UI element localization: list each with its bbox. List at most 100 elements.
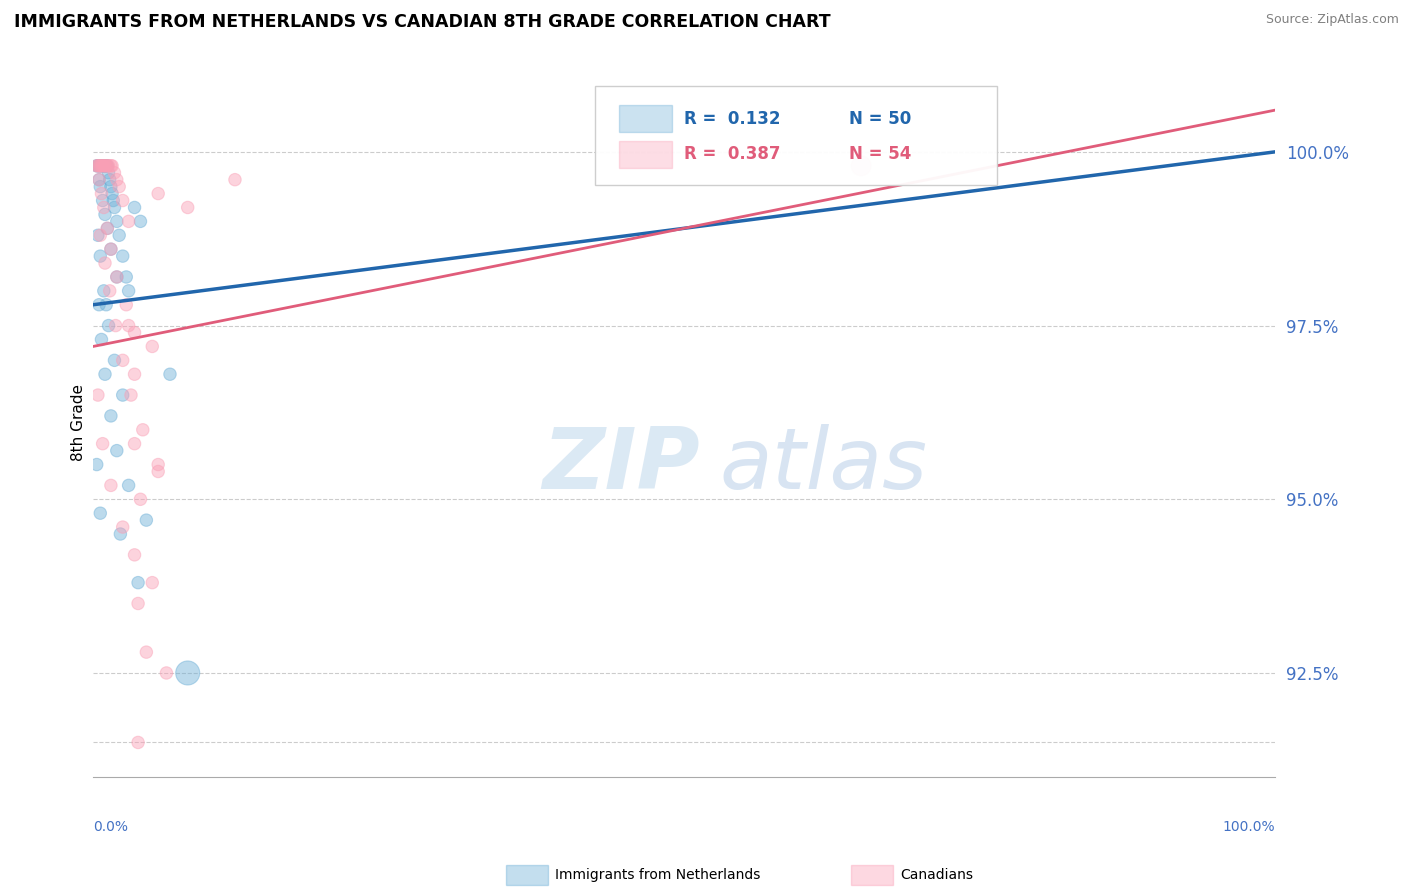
Point [91, 159, 114, 173]
Point [96, 221, 118, 235]
Point [89, 159, 111, 173]
Point [96, 159, 118, 173]
Point [117, 318, 139, 333]
Point [98, 284, 121, 298]
Point [100, 159, 122, 173]
Text: Source: ZipAtlas.com: Source: ZipAtlas.com [1265, 13, 1399, 27]
Point [89, 159, 111, 173]
Point [124, 201, 146, 215]
Point [115, 298, 138, 312]
Text: 0.0%: 0.0% [93, 820, 128, 834]
Point [93, 159, 115, 173]
Point [90, 186, 112, 201]
Point [111, 520, 134, 534]
Point [105, 269, 128, 284]
Point [96, 159, 118, 173]
Point [117, 214, 139, 228]
Point [224, 172, 246, 186]
Text: Immigrants from Netherlands: Immigrants from Netherlands [555, 868, 761, 882]
Point [159, 368, 181, 382]
Point [129, 492, 152, 507]
Point [851, 159, 873, 173]
Point [100, 242, 122, 256]
Point [87, 388, 110, 402]
Point [97, 318, 120, 333]
Point [135, 645, 157, 659]
Point [105, 214, 128, 228]
Point [100, 409, 122, 423]
Point [96, 298, 118, 312]
Point [87, 172, 110, 186]
Point [89, 228, 111, 243]
FancyBboxPatch shape [595, 87, 997, 186]
Point [87, 159, 110, 173]
Point [111, 249, 134, 263]
Point [141, 339, 163, 353]
Text: atlas: atlas [720, 424, 928, 507]
Point [87, 159, 110, 173]
Point [124, 368, 146, 382]
Point [117, 284, 139, 298]
Point [94, 159, 117, 173]
Point [91, 436, 114, 450]
Point [111, 194, 134, 208]
Point [111, 388, 134, 402]
Point [86, 159, 108, 173]
Point [110, 527, 132, 541]
Point [132, 423, 155, 437]
Text: 100.0%: 100.0% [1222, 820, 1275, 834]
Point [90, 333, 112, 347]
Text: R =  0.387: R = 0.387 [683, 145, 780, 163]
Point [120, 388, 142, 402]
Bar [619, 105, 672, 132]
Point [127, 575, 149, 590]
Point [94, 207, 117, 221]
Point [141, 575, 163, 590]
Point [91, 159, 114, 173]
Point [93, 159, 115, 173]
Point [90, 159, 112, 173]
Text: R =  0.132: R = 0.132 [683, 110, 780, 128]
Point [93, 284, 115, 298]
Point [93, 201, 115, 215]
Point [105, 443, 128, 458]
Point [135, 513, 157, 527]
Point [117, 478, 139, 492]
Bar [619, 141, 672, 168]
Point [96, 159, 118, 173]
Point [94, 159, 117, 173]
Point [89, 249, 111, 263]
Point [101, 186, 124, 201]
Point [105, 172, 128, 186]
Point [101, 159, 124, 173]
Point [124, 436, 146, 450]
Point [124, 548, 146, 562]
Point [146, 186, 169, 201]
Point [111, 353, 134, 368]
Point [87, 159, 110, 173]
Point [86, 458, 108, 472]
Point [127, 735, 149, 749]
Text: N = 50: N = 50 [849, 110, 911, 128]
Point [94, 368, 117, 382]
Point [100, 179, 122, 194]
Point [89, 179, 111, 194]
Point [87, 228, 110, 243]
Point [103, 353, 125, 368]
Point [115, 269, 138, 284]
Point [103, 194, 125, 208]
Point [91, 194, 114, 208]
Point [124, 326, 146, 340]
Point [108, 228, 131, 243]
Point [155, 665, 177, 680]
Point [103, 201, 125, 215]
Point [146, 458, 169, 472]
Point [108, 179, 131, 194]
Point [87, 298, 110, 312]
Point [87, 159, 110, 173]
Point [100, 478, 122, 492]
Point [89, 506, 111, 520]
Point [90, 159, 112, 173]
Point [94, 256, 117, 270]
Point [177, 665, 200, 680]
